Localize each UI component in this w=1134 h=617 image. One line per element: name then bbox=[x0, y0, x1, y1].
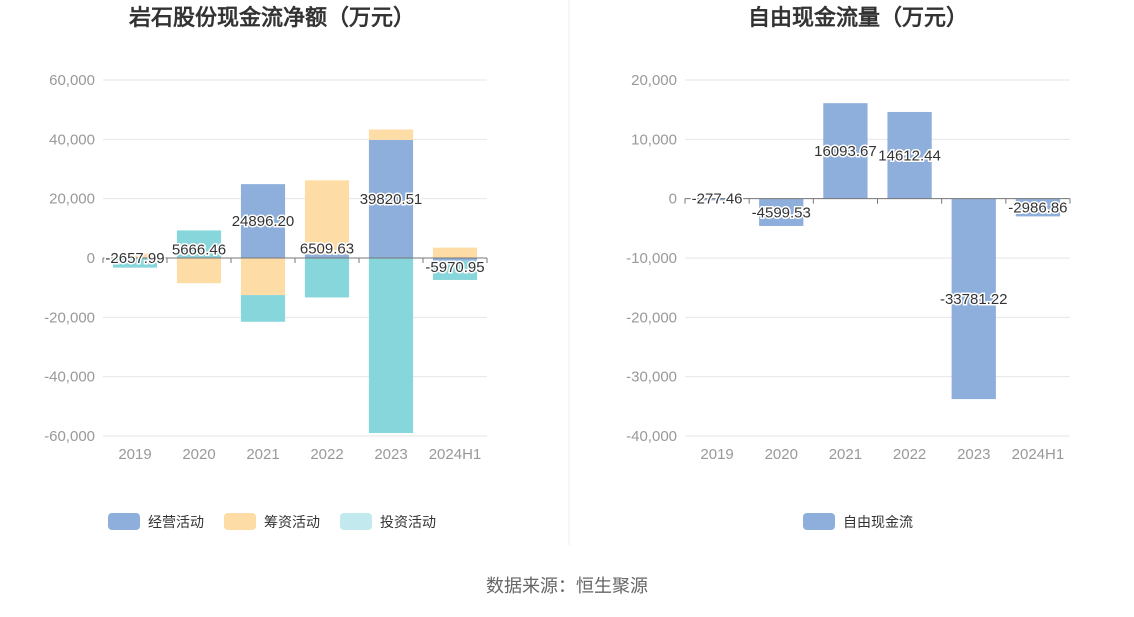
x-tick-label: 2022 bbox=[310, 446, 343, 463]
x-tick-label: 2021 bbox=[829, 446, 862, 463]
data-label: -33781.22 bbox=[940, 291, 1008, 308]
x-tick-label: 2023 bbox=[374, 446, 407, 463]
legend-swatch[interactable] bbox=[224, 513, 256, 530]
legend-label[interactable]: 经营活动 bbox=[148, 514, 204, 530]
bar-1-2023 bbox=[368, 139, 414, 258]
legend-label[interactable]: 筹资活动 bbox=[264, 514, 320, 530]
bar-1-2024H1 bbox=[1015, 198, 1061, 217]
y-tick-label: -20,000 bbox=[44, 309, 95, 326]
bar-2-2021 bbox=[240, 258, 286, 296]
y-tick-label: 0 bbox=[87, 250, 95, 267]
bar-3-2021 bbox=[240, 295, 286, 322]
y-tick-label: 60,000 bbox=[49, 72, 95, 89]
data-label: 39820.51 bbox=[360, 191, 423, 208]
y-tick-label: 0 bbox=[669, 191, 677, 208]
bar-1-2024H1 bbox=[432, 258, 478, 261]
y-tick-label: -60,000 bbox=[44, 428, 95, 445]
y-tick-label: 40,000 bbox=[49, 131, 95, 148]
legend-swatch[interactable] bbox=[340, 513, 372, 530]
bar-2-2024H1 bbox=[432, 247, 478, 258]
data-label: -2986.86 bbox=[1008, 200, 1067, 217]
data-source: 数据来源：恒生聚源 bbox=[486, 576, 648, 596]
y-tick-label: -30,000 bbox=[626, 369, 677, 386]
x-tick-label: 2021 bbox=[246, 446, 279, 463]
data-label: 14612.44 bbox=[878, 147, 941, 164]
data-label: 5666.46 bbox=[172, 242, 226, 259]
bar-3-2019 bbox=[112, 258, 158, 268]
bar-1-2022 bbox=[304, 254, 350, 258]
y-tick-label: 20,000 bbox=[631, 72, 677, 89]
legend-swatch[interactable] bbox=[108, 513, 140, 530]
bar-2-2023 bbox=[368, 129, 414, 140]
y-tick-label: -20,000 bbox=[626, 309, 677, 326]
y-tick-label: 20,000 bbox=[49, 191, 95, 208]
y-tick-label: 10,000 bbox=[631, 131, 677, 148]
x-tick-label: 2022 bbox=[893, 446, 926, 463]
chart-title: 自由现金流量（万元） bbox=[748, 5, 968, 30]
x-tick-label: 2024H1 bbox=[1012, 446, 1065, 463]
data-label: 6509.63 bbox=[300, 240, 354, 257]
data-label: -5970.95 bbox=[425, 259, 484, 276]
bar-1-2023 bbox=[951, 198, 996, 400]
bar-3-2024H1 bbox=[432, 260, 478, 280]
y-tick-label: -40,000 bbox=[626, 428, 677, 445]
y-tick-label: -10,000 bbox=[626, 250, 677, 267]
cash-flow-net-chart: 岩石股份现金流净额（万元） 60,000 40,000 20,000 0 -20,000 -… bbox=[44, 5, 488, 530]
bar-1-2021 bbox=[240, 184, 286, 258]
legend-swatch[interactable] bbox=[803, 513, 835, 530]
bar-2-2022 bbox=[304, 180, 350, 255]
data-label: -2657.99 bbox=[105, 250, 164, 267]
bar-2-2019 bbox=[112, 253, 158, 258]
bar-3-2022 bbox=[304, 258, 350, 298]
bar-3-2020 bbox=[176, 230, 222, 258]
x-tick-label: 2019 bbox=[118, 446, 151, 463]
data-label: 16093.67 bbox=[814, 143, 877, 160]
x-tick-label: 2019 bbox=[700, 446, 733, 463]
x-tick-label: 2020 bbox=[765, 446, 798, 463]
x-tick-label: 2020 bbox=[182, 446, 215, 463]
chart-title: 岩石股份现金流净额（万元） bbox=[128, 5, 415, 30]
bar-2-2020 bbox=[176, 258, 222, 284]
bar-1-2022 bbox=[887, 111, 932, 199]
free-cash-flow-chart: 自由现金流量（万元） 20,000 10,000 0 -10,000 -20,000 -30… bbox=[626, 5, 1071, 530]
data-label: 24896.20 bbox=[232, 213, 295, 230]
bar-1-2019 bbox=[694, 198, 740, 201]
bar-1-2020 bbox=[759, 198, 804, 226]
x-tick-label: 2024H1 bbox=[429, 446, 482, 463]
data-label: -4599.53 bbox=[752, 204, 811, 221]
bar-3-2023 bbox=[368, 258, 414, 434]
y-tick-label: -40,000 bbox=[44, 369, 95, 386]
legend-label[interactable]: 投资活动 bbox=[380, 514, 436, 530]
bar-1-2021 bbox=[823, 103, 868, 199]
legend-label[interactable]: 自由现金流 bbox=[843, 514, 913, 530]
x-tick-label: 2023 bbox=[957, 446, 990, 463]
data-label: -277.46 bbox=[692, 191, 743, 208]
